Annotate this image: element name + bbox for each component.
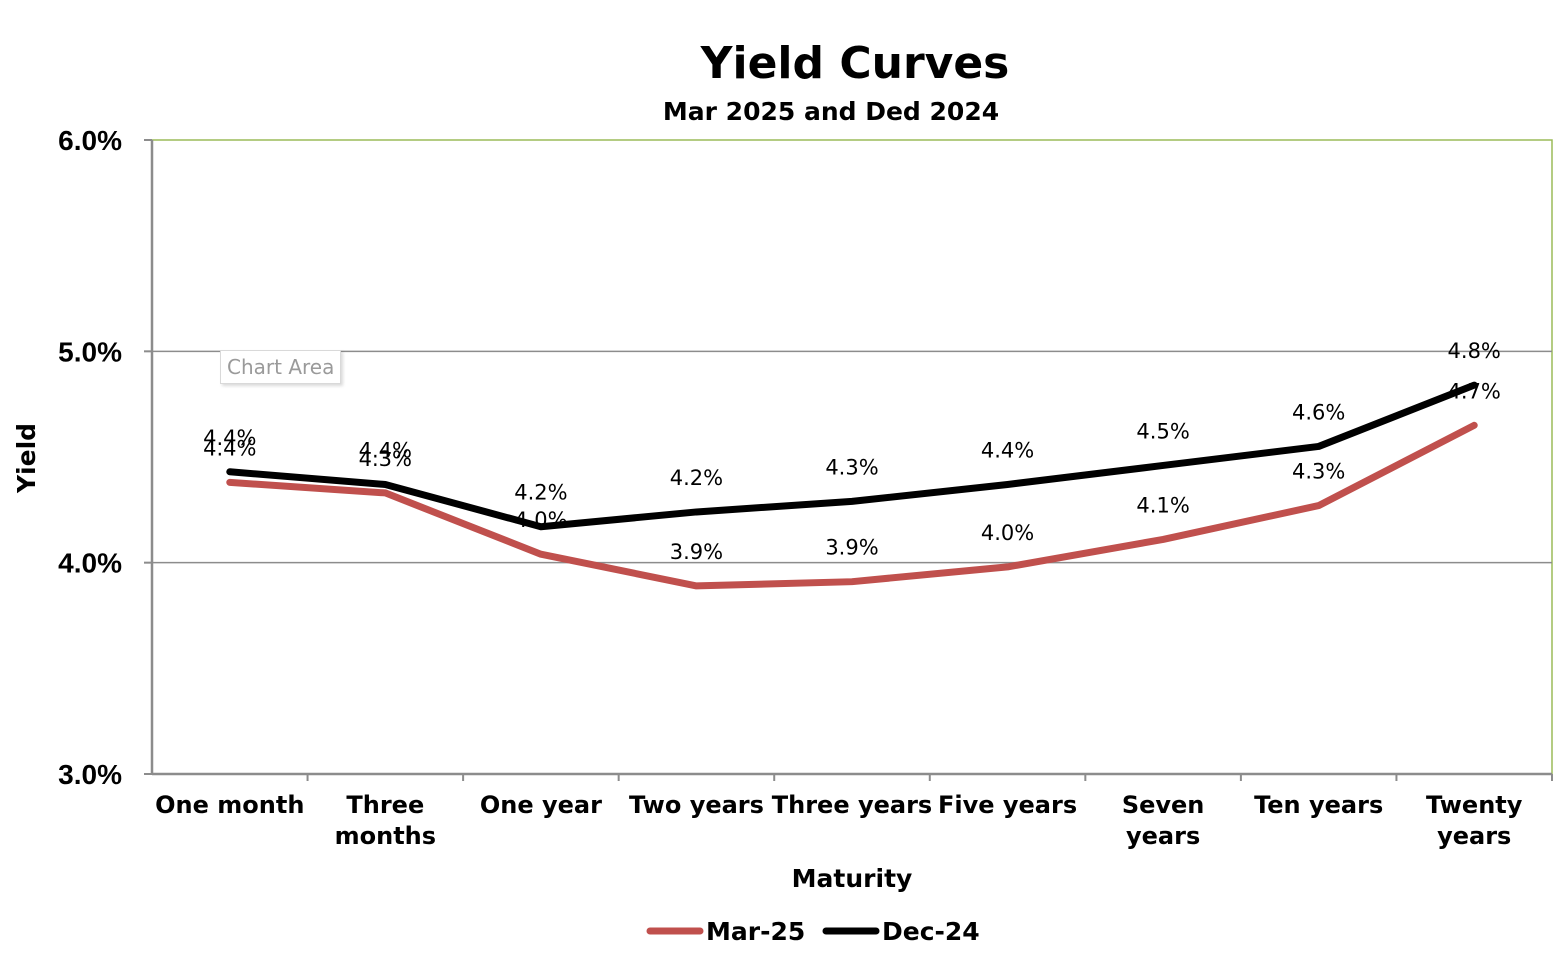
y-tick-labels: 3.0% 4.0% 5.0% 6.0% (58, 125, 122, 790)
chart-title: Yield Curves (700, 38, 1010, 89)
x-tick-label: One year (480, 791, 602, 819)
y-tick-label: 3.0% (58, 759, 122, 790)
chart-subtitle: Mar 2025 and Ded 2024 (663, 97, 999, 126)
x-tick-label: Two years (629, 791, 764, 819)
legend-label: Mar-25 (706, 917, 805, 946)
data-label: 4.4% (203, 436, 256, 460)
x-tick-label: One month (155, 791, 304, 819)
data-label: 3.9% (670, 540, 723, 564)
y-axis-title: Yield (12, 423, 41, 494)
y-tick-label: 4.0% (58, 548, 122, 579)
x-tick-label: Ten years (1254, 791, 1383, 819)
x-tick-label: Three months (335, 791, 436, 850)
data-label: 4.0% (514, 508, 567, 532)
series-lines (226, 381, 1478, 590)
chart-area-tooltip: Chart Area (220, 350, 342, 384)
x-tick-label: Three years (772, 791, 932, 819)
data-label: 4.4% (981, 438, 1034, 462)
data-label: 4.6% (1292, 400, 1345, 424)
data-label: 4.4% (359, 438, 412, 462)
data-label: 4.2% (514, 481, 567, 505)
y-tick-label: 5.0% (58, 336, 122, 367)
data-label: 4.2% (670, 466, 723, 490)
data-label: 4.1% (1136, 493, 1189, 517)
legend-label: Dec-24 (882, 917, 980, 946)
data-label: 3.9% (825, 536, 878, 560)
data-label: 4.3% (359, 447, 412, 471)
data-label: 4.5% (1136, 419, 1189, 443)
data-label: 4.0% (981, 521, 1034, 545)
data-label: 4.7% (1448, 379, 1501, 403)
x-axis-title: Maturity (792, 864, 913, 893)
legend: Mar-25 Dec-24 (646, 917, 980, 946)
data-labels: 4.4% 4.3%4.0%3.9% 3.9%4.0%4.1%4.3%4.7%4.4%… (203, 339, 1501, 564)
x-tick-labels: One month Three months One year Two years Thr… (155, 791, 1523, 850)
data-label: 4.3% (825, 455, 878, 479)
y-tick-label: 6.0% (58, 125, 122, 156)
series-line-1 (226, 381, 1478, 531)
data-label: 4.4% (203, 426, 256, 450)
x-tick-label: Five years (938, 791, 1077, 819)
plot-area (151, 139, 1553, 775)
gridlines (152, 350, 1552, 564)
x-tick-label: Twenty years (1426, 791, 1523, 850)
data-label: 4.8% (1448, 339, 1501, 363)
data-label: 4.3% (1292, 460, 1345, 484)
x-tick-label: Seven years (1122, 791, 1205, 850)
series-line-0 (226, 421, 1478, 590)
axes (144, 139, 1553, 781)
